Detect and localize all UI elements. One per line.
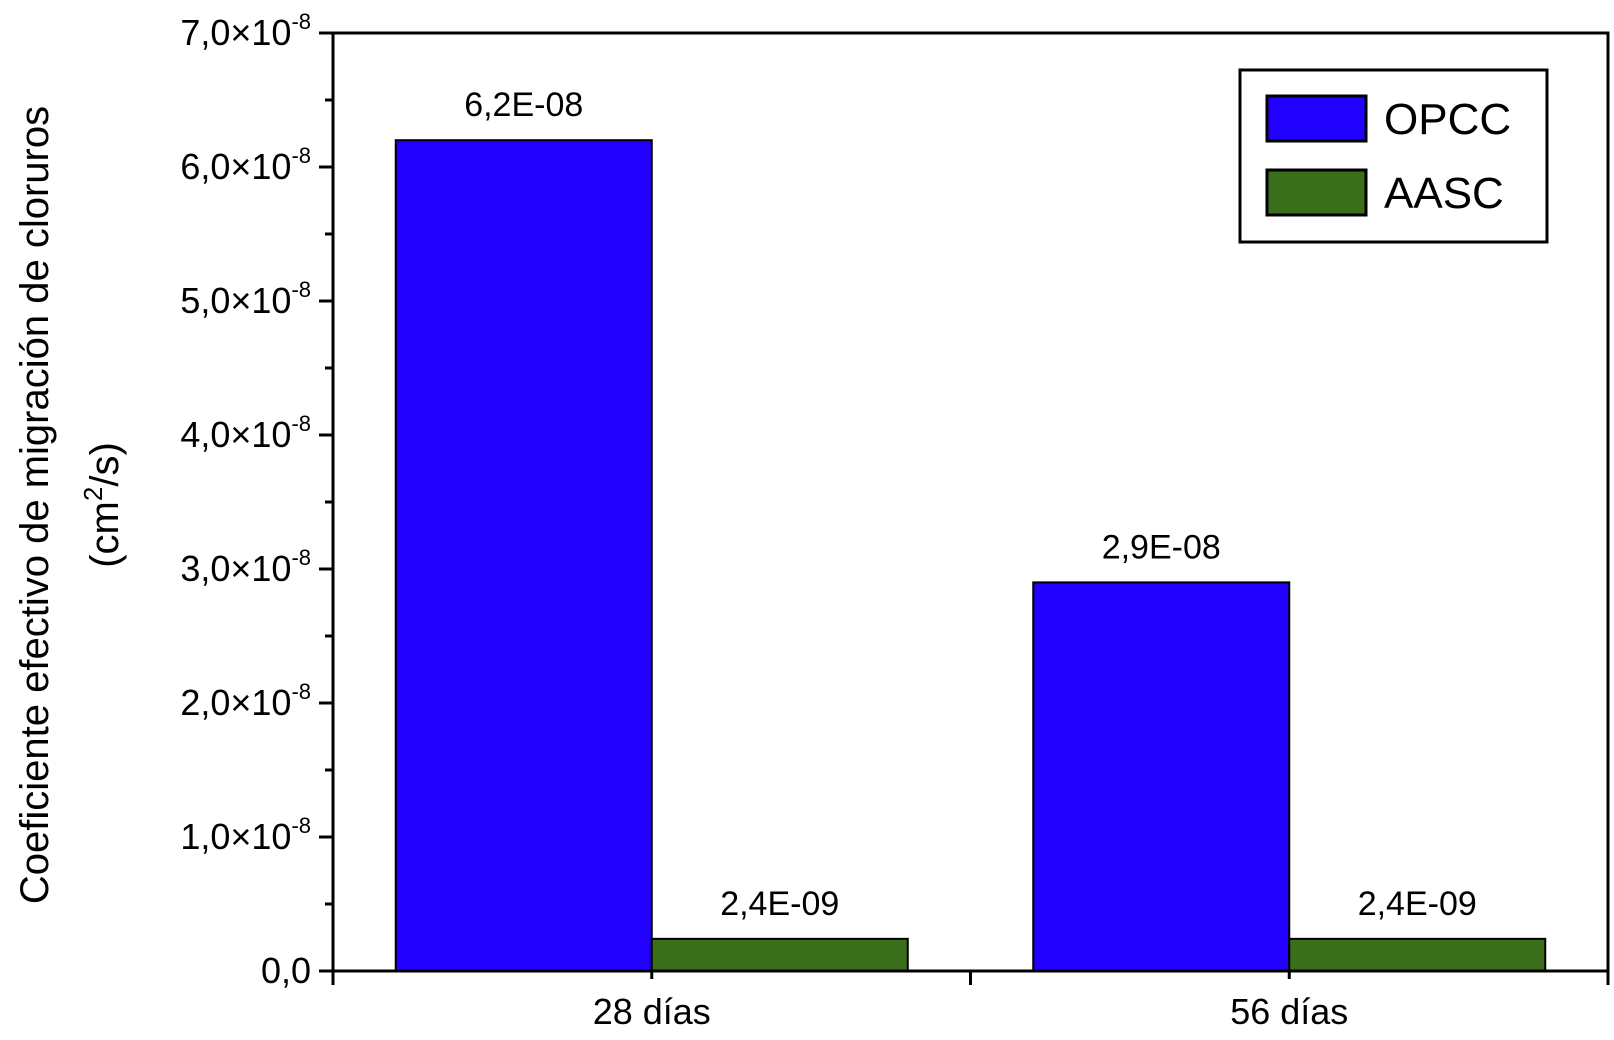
- y-axis-title-line-1: Coeficiente efectivo de migración de clo…: [13, 106, 57, 904]
- legend: OPCC AASC: [1238, 68, 1549, 244]
- data-labels-layer: 6,2E-08 2,4E-09 2,9E-08 2,4E-09: [464, 86, 1477, 923]
- y-tick-label-7: 7,0×10-8: [180, 9, 311, 53]
- y-axis-unit-superscript: 2: [78, 487, 108, 501]
- data-label-opcc-2: 2,9E-08: [1102, 528, 1221, 566]
- y-tick-label-4: 4,0×10-8: [180, 411, 311, 455]
- data-label-aasc-2: 2,4E-09: [1358, 885, 1477, 923]
- axes-layer: 0,0 1,0×10-8 2,0×10-8 3,0×10-8 4,0×10-8 5,0×1…: [180, 9, 1610, 1032]
- bar-aasc-1: [650, 937, 909, 973]
- y-axis-title: Coeficiente efectivo de migración de clo…: [13, 106, 127, 904]
- y-axis-title-line-2: (cm2/s): [78, 442, 127, 568]
- y-tick-label-6: 6,0×10-8: [180, 143, 311, 187]
- legend-swatch-aasc: [1265, 168, 1368, 217]
- bar-aasc-2: [1288, 937, 1547, 973]
- bar-opcc-2: [1032, 581, 1291, 973]
- data-label-aasc-1: 2,4E-09: [720, 885, 839, 923]
- y-tick-label-0: 0,0: [261, 950, 311, 991]
- bars-layer: [394, 139, 1547, 973]
- data-label-opcc-1: 6,2E-08: [464, 86, 583, 124]
- y-axis-unit-prefix: (cm: [83, 501, 127, 568]
- y-tick-label-5: 5,0×10-8: [180, 277, 311, 321]
- y-tick-label-1: 1,0×10-8: [180, 813, 311, 857]
- x-tick-label-1: 28 días: [593, 991, 711, 1032]
- legend-label-opcc: OPCC: [1384, 95, 1511, 144]
- bar-opcc-1: [394, 139, 653, 972]
- legend-label-aasc: AASC: [1384, 169, 1504, 218]
- y-axis-unit-suffix: /s): [83, 442, 127, 486]
- legend-swatch-opcc: [1265, 94, 1368, 143]
- y-tick-label-3: 3,0×10-8: [180, 545, 311, 589]
- x-tick-label-2: 56 días: [1230, 991, 1348, 1032]
- y-tick-label-2: 2,0×10-8: [180, 679, 311, 723]
